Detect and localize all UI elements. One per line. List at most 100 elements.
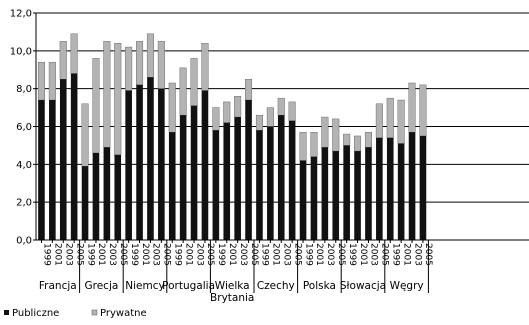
- category-label: Portugalia: [162, 280, 215, 292]
- bar-segment-public: [38, 100, 45, 241]
- bar-segment-private: [157, 41, 165, 89]
- bar-segment-private: [310, 131, 318, 157]
- bar-segment-public: [92, 152, 100, 240]
- legend-swatch-private: [91, 309, 98, 316]
- x-tick-label: 2003: [151, 243, 161, 266]
- bars: [37, 33, 427, 241]
- bar-segment-public: [223, 122, 231, 240]
- bar-segment-public: [114, 154, 122, 240]
- bar-segment-private: [299, 131, 307, 161]
- category-label: Grecja: [84, 280, 118, 292]
- y-tick-label: 6,0: [16, 122, 32, 133]
- y-tick-label: 0,0: [16, 236, 32, 247]
- bar-segment-private: [245, 79, 253, 101]
- x-tick-label: 2005: [336, 243, 346, 266]
- legend-label-private: Prywatne: [100, 308, 147, 319]
- y-tick-label: 2,0: [16, 198, 32, 209]
- x-tick-label: 2005: [74, 243, 84, 266]
- bar-segment-public: [408, 132, 416, 240]
- bar-segment-public: [147, 77, 154, 240]
- x-tick-label: 1999: [216, 243, 226, 266]
- bar-segment-public: [343, 145, 350, 240]
- bar-segment-public: [81, 166, 89, 240]
- bar-segment-private: [223, 101, 231, 123]
- x-tick-label: 1999: [347, 243, 357, 266]
- x-tick-label: 2001: [271, 243, 281, 266]
- bar-segment-private: [255, 114, 263, 131]
- category-label: Słowacja: [340, 280, 386, 292]
- bar-segment-private: [212, 107, 220, 131]
- x-tick-label: 1999: [42, 243, 52, 266]
- x-tick-labels: 1999 2001 2003 2005 1999 2001 2003 2005 1999 2001…: [42, 243, 433, 266]
- bar-segment-private: [288, 101, 296, 122]
- bar-segment-private: [168, 82, 176, 133]
- bar-segment-public: [397, 143, 405, 240]
- bar-segment-private: [81, 103, 89, 167]
- bar-segment-public: [212, 130, 220, 240]
- x-tick-label: 2001: [358, 243, 368, 266]
- x-tick-label: 2001: [183, 243, 193, 266]
- x-tick-label: 2005: [249, 243, 259, 266]
- bar-segment-private: [92, 58, 100, 154]
- bar-segment-public: [201, 90, 209, 240]
- bar-segment-public: [376, 137, 383, 240]
- bar-segment-private: [70, 33, 78, 74]
- bar-segment-public: [49, 100, 56, 241]
- bar-segment-public: [168, 132, 176, 240]
- bar-segment-public: [70, 73, 78, 241]
- y-tick-label: 8,0: [16, 84, 32, 95]
- x-tick-label: 2003: [107, 243, 117, 266]
- bar-segment-private: [234, 96, 242, 118]
- x-tick-label: 2005: [292, 243, 302, 266]
- x-tick-label: 2003: [369, 243, 379, 266]
- category-label: Polska: [303, 280, 336, 292]
- category-label: Brytania: [210, 292, 254, 304]
- x-tick-label: 2003: [281, 243, 291, 266]
- bar-segment-private: [386, 97, 394, 139]
- x-tick-label: 2005: [162, 243, 172, 266]
- x-tick-label: 2003: [194, 243, 204, 266]
- bar-segment-private: [354, 135, 362, 152]
- bar-segment-private: [136, 41, 144, 86]
- bar-segment-public: [125, 90, 132, 240]
- x-tick-label: 2003: [325, 243, 335, 266]
- bar-segment-private: [419, 84, 427, 137]
- bar-segment-public: [256, 130, 263, 240]
- x-tick-label: 1999: [303, 243, 313, 266]
- bar-segment-public: [103, 147, 111, 240]
- x-tick-label: 1999: [129, 243, 139, 266]
- bar-segment-public: [59, 79, 67, 240]
- x-tick-label: 2001: [314, 243, 324, 266]
- x-tick-label: 2003: [238, 243, 248, 266]
- bar-segment-private: [408, 82, 416, 133]
- x-tick-label: 2005: [118, 243, 128, 266]
- bar-segment-private: [190, 58, 198, 106]
- bar-segment-public: [158, 88, 165, 241]
- x-tick-label: 2001: [53, 243, 63, 266]
- x-tick-label: 1999: [85, 243, 95, 266]
- bar-segment-public: [267, 126, 274, 240]
- category-label: Węgry: [390, 280, 424, 292]
- bar-segment-private: [343, 133, 351, 146]
- x-tick-label: 2005: [423, 243, 433, 266]
- bar-segment-private: [201, 43, 209, 91]
- x-tick-label: 2001: [140, 243, 150, 266]
- bar-segment-public: [277, 115, 285, 240]
- bar-segment-public: [288, 120, 296, 240]
- bar-segment-private: [266, 107, 274, 127]
- bar-segment-private: [364, 131, 372, 148]
- y-tick-label: 12,0: [10, 9, 32, 20]
- bar-segment-private: [397, 99, 405, 144]
- bar-segment-private: [375, 103, 383, 139]
- y-tick-label: 4,0: [16, 160, 32, 171]
- bar-segment-private: [332, 118, 340, 152]
- category-label: Wielka: [215, 280, 250, 292]
- bar-segment-public: [299, 160, 307, 240]
- x-tick-label: 1999: [260, 243, 270, 266]
- x-tick-label: 1999: [172, 243, 182, 266]
- bar-segment-public: [419, 135, 427, 240]
- bar-segment-public: [365, 147, 372, 240]
- x-tick-label: 2001: [96, 243, 106, 266]
- bar-segment-private: [179, 67, 187, 116]
